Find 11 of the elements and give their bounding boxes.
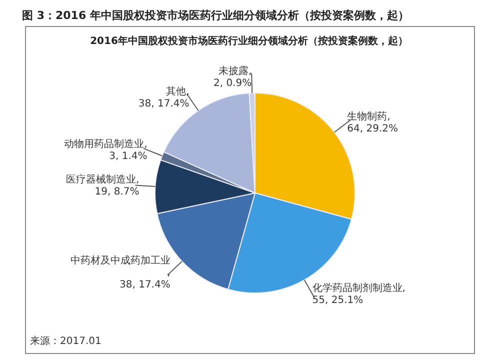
slice-label: 中药材及中成药加工业 (70, 254, 170, 266)
slice-label: 医疗器械制造业, 19, 8.7% (66, 173, 140, 198)
slice-label: 未披露, 2, 0.9% (214, 64, 252, 89)
slice-label: 生物制药, 64, 29.2% (347, 110, 398, 134)
source-note: 来源：2017.01 (30, 334, 102, 348)
slice-label: 化学药品制剂制造业, 55, 25.1% (312, 282, 406, 306)
chart-subtitle: 2016年中国股权投资市场医药行业细分领域分析（按投资案例数，起） (89, 34, 409, 48)
data-label: , 38, 17.4% (120, 267, 170, 290)
slice-label: 其他, 38, 17.4% (138, 85, 190, 110)
chart-title: 图 3：2016 年中国股权投资市场医药行业细分领域分析（按投资案例数，起） (22, 8, 409, 23)
slice-label: 动物用药品制造业, 3, 1.4% (64, 138, 148, 162)
